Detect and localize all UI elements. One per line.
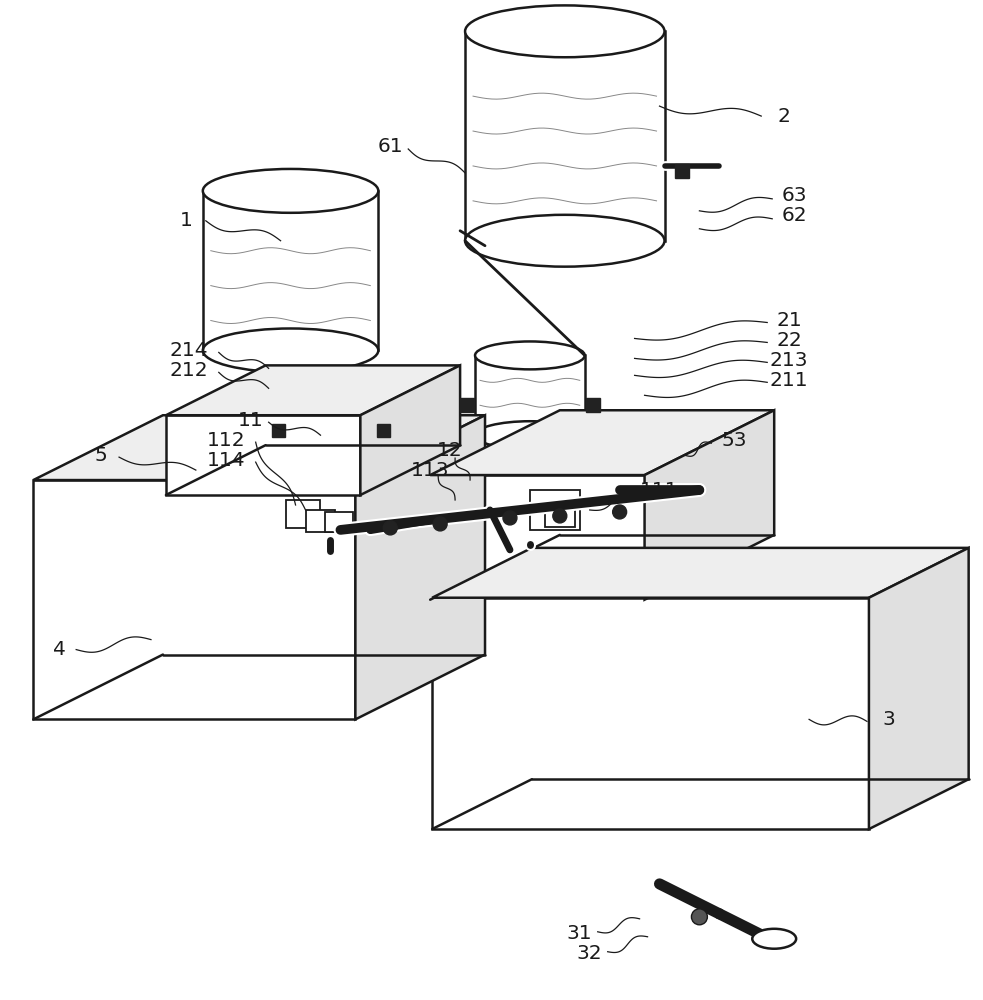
Polygon shape	[433, 548, 968, 598]
Text: 22: 22	[777, 331, 802, 350]
Ellipse shape	[503, 511, 517, 525]
Text: 2: 2	[778, 107, 790, 126]
Bar	[377, 424, 390, 437]
Text: 113: 113	[411, 461, 449, 480]
Text: 61: 61	[377, 137, 403, 156]
Polygon shape	[433, 598, 869, 829]
Polygon shape	[286, 471, 376, 521]
Text: 112: 112	[206, 431, 245, 450]
Text: 114: 114	[206, 451, 245, 470]
Bar	[306, 510, 335, 532]
Text: 21: 21	[777, 311, 802, 330]
Text: 5: 5	[94, 446, 107, 465]
Ellipse shape	[612, 505, 626, 519]
Polygon shape	[317, 521, 344, 551]
Text: 11: 11	[238, 411, 263, 430]
Polygon shape	[645, 410, 775, 600]
Polygon shape	[361, 365, 460, 495]
Polygon shape	[475, 355, 585, 435]
Text: 31: 31	[567, 924, 593, 943]
Ellipse shape	[286, 389, 376, 411]
Polygon shape	[33, 415, 485, 480]
Polygon shape	[431, 410, 775, 475]
Polygon shape	[33, 480, 356, 719]
Bar	[586, 398, 600, 412]
Text: 12: 12	[437, 441, 463, 460]
Text: 214: 214	[169, 341, 208, 360]
Ellipse shape	[475, 421, 585, 449]
Polygon shape	[512, 509, 548, 544]
Polygon shape	[431, 475, 645, 600]
Ellipse shape	[691, 909, 708, 925]
Bar	[271, 424, 285, 437]
Text: 53: 53	[722, 431, 747, 450]
Ellipse shape	[202, 328, 378, 372]
Ellipse shape	[383, 521, 397, 535]
Polygon shape	[869, 548, 968, 829]
Bar	[460, 398, 474, 412]
Ellipse shape	[286, 449, 376, 471]
Text: 212: 212	[169, 361, 208, 380]
Bar	[530, 490, 580, 530]
Ellipse shape	[434, 517, 447, 531]
Text: 4: 4	[53, 640, 66, 659]
Polygon shape	[356, 415, 485, 719]
Bar	[286, 500, 320, 528]
Text: 211: 211	[770, 371, 808, 390]
Ellipse shape	[552, 509, 567, 523]
Text: 1: 1	[180, 211, 193, 230]
Text: 63: 63	[781, 186, 807, 205]
Polygon shape	[475, 449, 585, 509]
Text: 111: 111	[640, 481, 679, 500]
Ellipse shape	[465, 5, 665, 57]
Text: 32: 32	[577, 944, 603, 963]
Ellipse shape	[202, 169, 378, 213]
Ellipse shape	[465, 215, 665, 267]
Polygon shape	[166, 415, 361, 495]
Polygon shape	[286, 400, 376, 460]
Bar	[545, 505, 575, 527]
Ellipse shape	[752, 929, 796, 949]
Polygon shape	[465, 31, 665, 241]
Text: 213: 213	[770, 351, 808, 370]
Ellipse shape	[475, 341, 585, 369]
Text: 3: 3	[883, 710, 896, 729]
Polygon shape	[166, 365, 460, 415]
Bar	[325, 512, 354, 532]
Bar	[675, 164, 689, 178]
Polygon shape	[202, 191, 378, 350]
Text: 62: 62	[781, 206, 807, 225]
